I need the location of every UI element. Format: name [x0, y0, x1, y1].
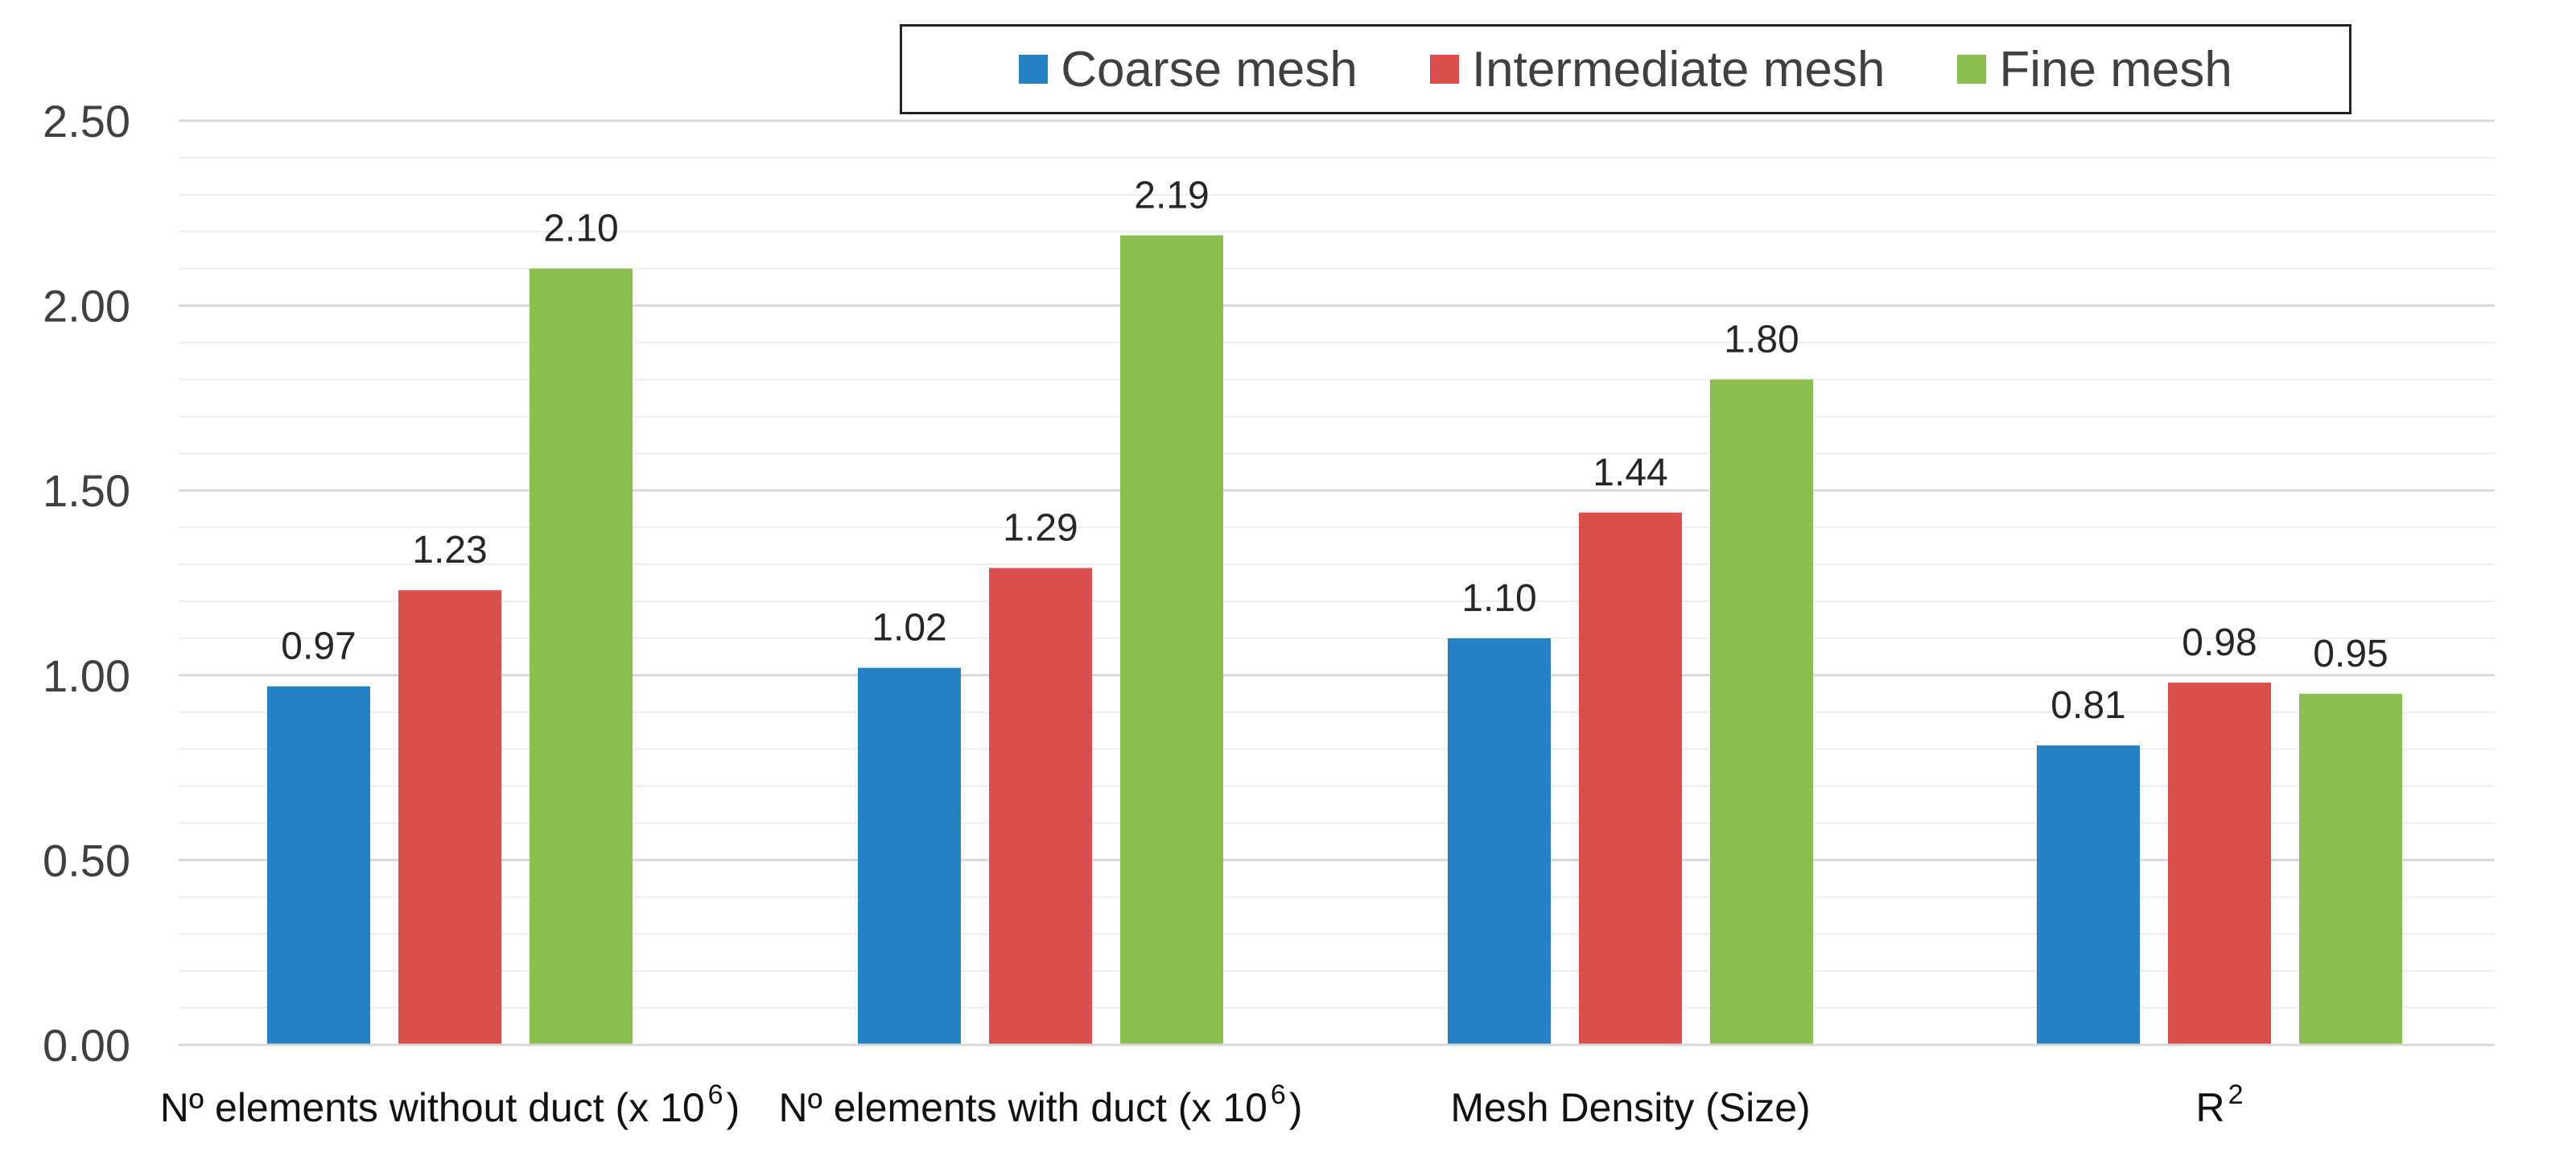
x-axis-category-labels: Nº elements without duct (x 10 6) Nº eleme…: [160, 1079, 2244, 1130]
y-tick-label: 0.50: [43, 835, 130, 885]
data-label: 1.44: [1593, 452, 1667, 494]
x-category-label-text: Nº elements with duct (x 10: [779, 1085, 1267, 1130]
data-label: 1.10: [1461, 577, 1536, 620]
x-category-label: Mesh Density (Size): [1450, 1085, 1810, 1130]
bar: [989, 568, 1092, 1045]
data-label: 1.80: [1724, 318, 1799, 361]
y-tick-label: 1.00: [43, 650, 130, 701]
y-tick-label: 0.00: [43, 1020, 130, 1071]
legend-swatch-intermediate: [1429, 55, 1459, 84]
y-tick-label: 2.50: [43, 96, 130, 147]
x-category-label-superscript: 6: [708, 1079, 723, 1110]
x-category-label: Nº elements without duct (x 10 6): [160, 1079, 740, 1130]
legend-label-coarse: Coarse mesh: [1061, 41, 1358, 97]
x-category-label: Nº elements with duct (x 10 6): [779, 1079, 1303, 1130]
bar: [1120, 235, 1223, 1045]
bar: [2299, 693, 2402, 1045]
data-label: 0.98: [2182, 621, 2257, 664]
y-axis-tick-labels: 0.00 0.50 1.00 1.50 2.00 2.50: [43, 96, 130, 1071]
bar: [1710, 379, 1813, 1045]
bar: [267, 686, 370, 1045]
data-label: 2.10: [543, 208, 618, 250]
x-category-label-suffix: ): [1289, 1085, 1303, 1130]
grid-lines: [179, 119, 2495, 1009]
bar: [530, 268, 633, 1045]
bar: [858, 667, 961, 1045]
x-category-label-text: Mesh Density (Size): [1450, 1085, 1810, 1130]
legend-item-coarse: Coarse mesh: [1019, 41, 1358, 98]
data-label: 1.02: [872, 607, 946, 650]
data-label: 1.23: [412, 529, 487, 572]
bar: [2037, 745, 2140, 1045]
data-label: 1.29: [1003, 507, 1078, 550]
legend-swatch-coarse: [1019, 55, 1049, 84]
data-label: 0.81: [2050, 684, 2125, 727]
data-labels: 0.97 1.02 1.10 0.81 1.23 1.29 1.44 0.98 2.10 2.19…: [281, 174, 2388, 727]
bars: [267, 235, 2402, 1045]
bar: [1579, 512, 1682, 1045]
bar: [398, 590, 501, 1045]
legend-label-intermediate: Intermediate mesh: [1471, 41, 1886, 97]
y-tick-label: 1.50: [43, 465, 130, 516]
data-label: 2.19: [1134, 174, 1209, 217]
x-category-label-text: Nº elements without duct (x 10: [160, 1085, 705, 1130]
bar: [1448, 638, 1551, 1045]
data-label: 0.97: [281, 625, 356, 668]
legend-item-fine: Fine mesh: [1957, 41, 2232, 98]
bar: [2168, 682, 2271, 1045]
x-category-label-suffix: ): [727, 1085, 740, 1130]
legend-item-intermediate: Intermediate mesh: [1429, 41, 1886, 98]
x-category-label-superscript: 2: [2228, 1079, 2244, 1110]
legend-label-fine: Fine mesh: [1999, 41, 2232, 97]
x-category-label-text: R: [2195, 1085, 2224, 1130]
x-category-label-superscript: 6: [1271, 1079, 1286, 1110]
legend-swatch-fine: [1957, 55, 1987, 84]
legend: Coarse mesh Intermediate mesh Fine mesh: [900, 24, 2351, 114]
y-tick-label: 2.00: [43, 281, 130, 332]
data-label: 0.95: [2313, 633, 2388, 675]
